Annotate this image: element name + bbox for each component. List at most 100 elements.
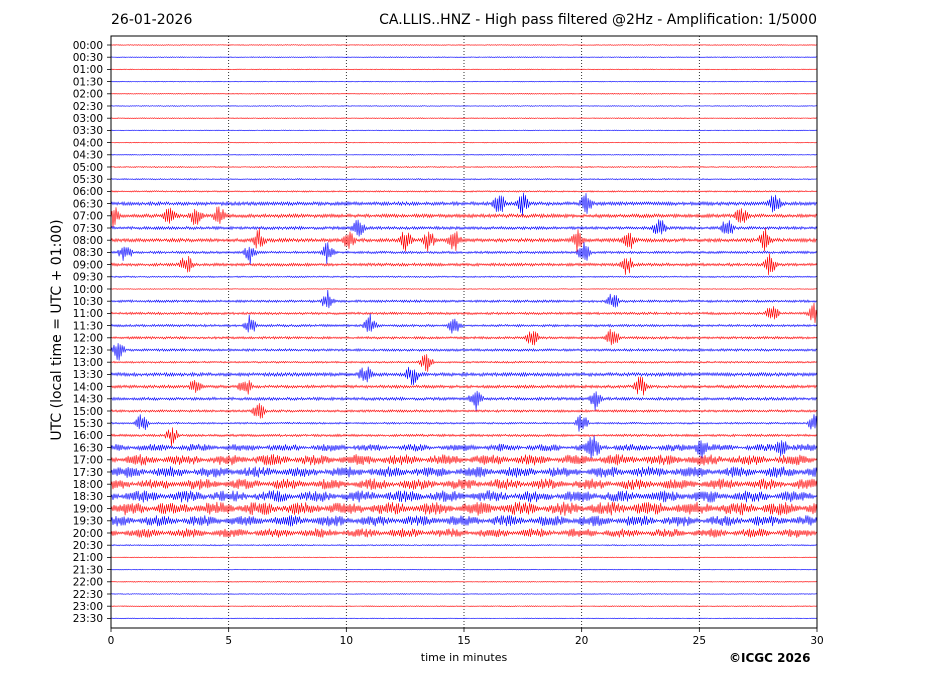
y-tick-label-22:30: 22:30 (73, 589, 103, 601)
trace-11:00 (110, 302, 818, 324)
trace-12:30 (110, 343, 818, 361)
trace-05:30 (110, 178, 818, 181)
y-tick-label-19:00: 19:00 (73, 503, 103, 515)
y-tick-label-18:00: 18:00 (73, 479, 103, 491)
y-tick-label-13:00: 13:00 (73, 357, 103, 369)
y-tick-label-04:30: 04:30 (73, 150, 103, 162)
y-tick-label-09:00: 09:00 (73, 259, 103, 271)
trace-05:00 (110, 165, 818, 169)
y-tick-label-11:30: 11:30 (73, 320, 103, 332)
y-tick-label-19:30: 19:30 (73, 516, 103, 528)
y-tick-label-21:30: 21:30 (73, 564, 103, 576)
y-tick-label-18:30: 18:30 (73, 491, 103, 503)
trace-18:30 (110, 490, 818, 503)
y-tick-label-04:00: 04:00 (73, 137, 103, 149)
trace-23:00 (110, 605, 818, 607)
trace-02:30 (110, 105, 818, 107)
trace-14:00 (110, 376, 818, 396)
y-tick-label-02:00: 02:00 (73, 89, 103, 101)
y-tick-label-01:30: 01:30 (73, 76, 103, 88)
x-tick-label-15: 15 (457, 635, 470, 647)
grid-layer (228, 36, 700, 628)
trace-00:00 (110, 44, 818, 46)
trace-16:30 (110, 435, 818, 459)
trace-15:30 (110, 414, 818, 432)
trace-22:00 (110, 581, 818, 583)
trace-19:00 (110, 501, 818, 516)
plot-frame (110, 35, 818, 629)
trace-04:00 (110, 141, 818, 144)
x-tick-label-0: 0 (108, 635, 115, 647)
trace-00:30 (110, 56, 818, 58)
x-tick-label-10: 10 (340, 635, 353, 647)
trace-01:00 (110, 68, 818, 71)
trace-20:30 (110, 544, 818, 547)
chart-title: CA.LLIS..HNZ - High pass filtered @2Hz -… (379, 12, 817, 28)
y-tick-label-06:00: 06:00 (73, 186, 103, 198)
y-tick-label-15:00: 15:00 (73, 406, 103, 418)
y-tick-label-02:30: 02:30 (73, 101, 103, 113)
copyright-label: ©ICGC 2026 (729, 651, 811, 665)
x-tick-label-20: 20 (575, 635, 588, 647)
y-tick-label-16:30: 16:30 (73, 442, 103, 454)
trace-21:00 (110, 556, 818, 559)
y-tick-label-05:00: 05:00 (73, 162, 103, 174)
trace-17:00 (110, 454, 818, 466)
y-tick-label-11:00: 11:00 (73, 308, 103, 320)
trace-08:00 (110, 228, 818, 253)
date-label: 26-01-2026 (111, 12, 193, 28)
y-tick-label-08:00: 08:00 (73, 235, 103, 247)
y-tick-label-09:30: 09:30 (73, 272, 103, 284)
trace-19:30 (110, 515, 818, 527)
trace-08:30 (110, 242, 818, 265)
trace-14:30 (110, 390, 818, 411)
x-axis-label: time in minutes (420, 651, 508, 664)
trace-09:30 (110, 275, 818, 279)
y-tick-label-10:30: 10:30 (73, 296, 103, 308)
y-tick-label-07:30: 07:30 (73, 223, 103, 235)
trace-21:30 (110, 568, 818, 571)
trace-04:30 (110, 154, 818, 156)
y-tick-label-23:30: 23:30 (73, 613, 103, 625)
trace-01:30 (110, 80, 818, 83)
trace-03:30 (110, 129, 818, 132)
y-tick-label-20:00: 20:00 (73, 528, 103, 540)
trace-17:30 (110, 466, 818, 478)
y-tick-label-17:00: 17:00 (73, 455, 103, 467)
trace-18:00 (110, 478, 818, 490)
trace-13:00 (110, 354, 818, 372)
trace-15:00 (110, 403, 818, 419)
y-tick-label-03:30: 03:30 (73, 125, 103, 137)
trace-23:30 (110, 617, 818, 620)
y-tick-label-07:00: 07:00 (73, 211, 103, 223)
y-tick-label-17:30: 17:30 (73, 467, 103, 479)
y-tick-label-12:00: 12:00 (73, 333, 103, 345)
y-tick-label-08:30: 08:30 (73, 247, 103, 259)
trace-16:00 (110, 427, 818, 447)
x-tick-label-25: 25 (693, 635, 706, 647)
y-tick-label-14:00: 14:00 (73, 381, 103, 393)
trace-22:30 (110, 593, 818, 595)
x-tick-label-30: 30 (810, 635, 823, 647)
y-tick-label-00:00: 00:00 (73, 40, 103, 52)
trace-10:30 (110, 289, 818, 309)
trace-03:00 (110, 117, 818, 119)
y-tick-label-13:30: 13:30 (73, 369, 103, 381)
trace-06:30 (110, 192, 818, 216)
trace-11:30 (110, 313, 818, 334)
trace-layer (110, 44, 818, 620)
trace-07:00 (110, 206, 818, 228)
y-tick-label-20:30: 20:30 (73, 540, 103, 552)
y-tick-label-00:30: 00:30 (73, 52, 103, 64)
y-tick-label-03:00: 03:00 (73, 113, 103, 125)
y-tick-label-01:00: 01:00 (73, 64, 103, 76)
trace-10:00 (110, 288, 818, 290)
y-tick-label-16:00: 16:00 (73, 430, 103, 442)
y-tick-label-06:30: 06:30 (73, 198, 103, 210)
trace-12:00 (110, 328, 818, 346)
y-tick-label-05:30: 05:30 (73, 174, 103, 186)
x-tick-label-5: 5 (225, 635, 232, 647)
y-tick-label-15:30: 15:30 (73, 418, 103, 430)
y-tick-label-12:30: 12:30 (73, 345, 103, 357)
trace-09:00 (110, 253, 818, 276)
